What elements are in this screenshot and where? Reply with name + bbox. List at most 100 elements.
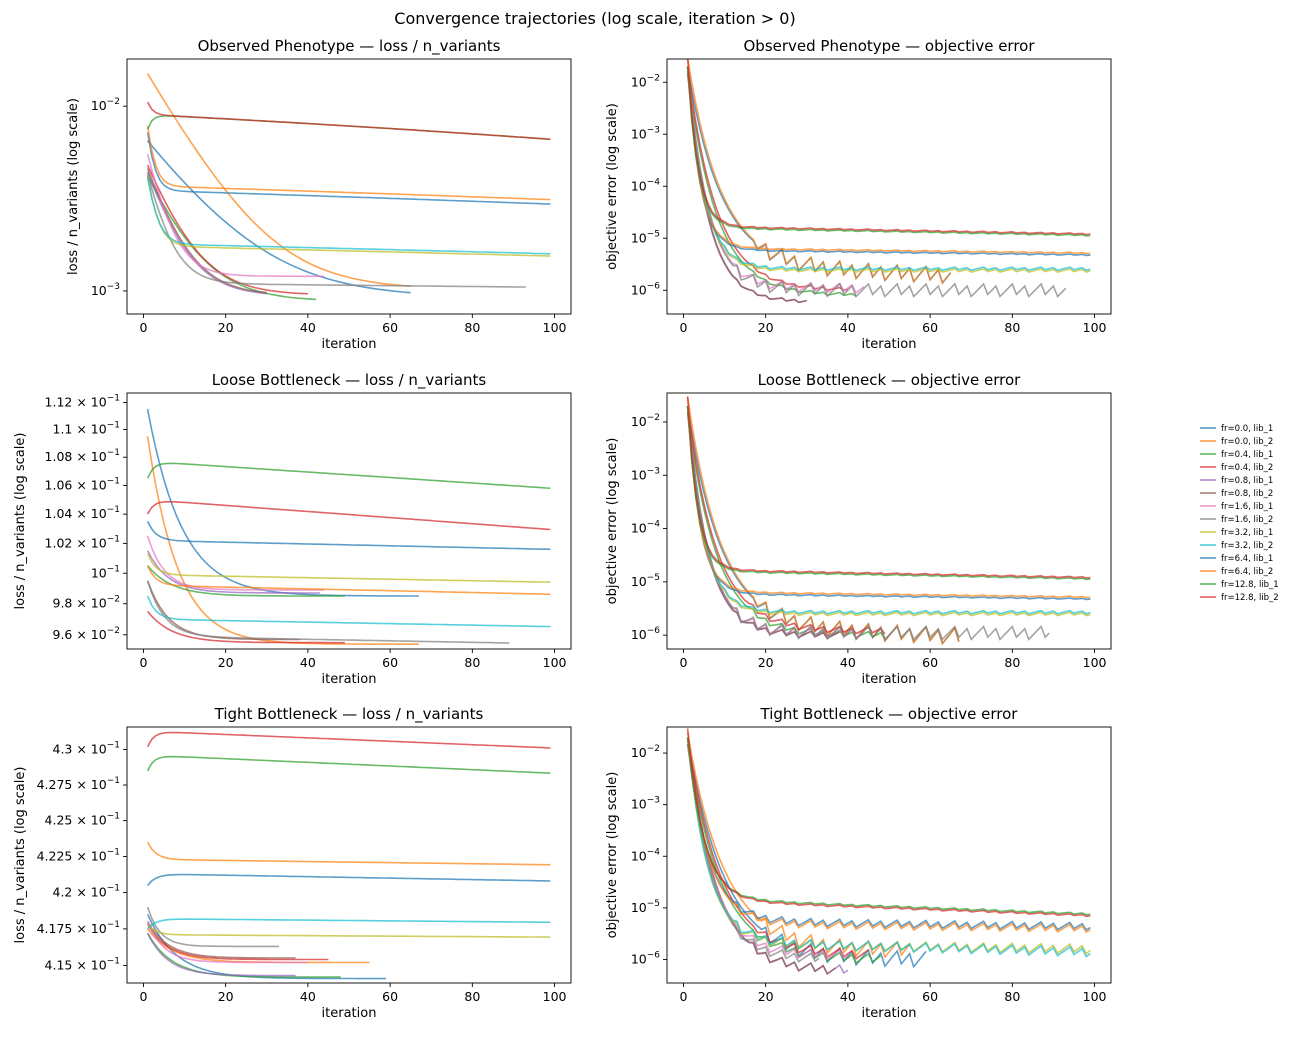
y-tick-label: 4.15 × 10−1	[45, 956, 120, 972]
y-tick-label: 10−2	[91, 97, 120, 113]
series-line-tight-err-13	[686, 728, 1091, 918]
x-tick-label: 100	[1083, 989, 1107, 1004]
series-line-obs-err-13	[686, 59, 1091, 236]
x-axis-label: iteration	[322, 337, 377, 352]
x-tick-label: 0	[679, 989, 687, 1004]
x-tick-label: 60	[922, 320, 938, 335]
series-line-loose-err-7	[686, 405, 1050, 641]
series-line-tight-err-9	[686, 737, 1091, 958]
y-tick-label: 10−1	[91, 564, 120, 580]
x-tick-label: 80	[464, 655, 480, 670]
series-line-loose-loss-4	[146, 550, 321, 594]
y-tick-label: 4.25 × 10−1	[45, 812, 120, 828]
x-tick-label: 40	[840, 655, 856, 670]
chart-panel-obs-loss: 0 20 40 60 80 100 10−3 10−2 Observed Phenotype —…	[66, 37, 572, 352]
chart-panel-tight-err: 0 20 40 60 80 100 10−6 10−5 10−4 10−3 10−2 Tight Bo…	[605, 705, 1112, 1021]
x-tick-label: 80	[1004, 655, 1020, 670]
x-tick-label: 60	[922, 989, 938, 1004]
series-line-tight-loss-11	[146, 841, 551, 866]
series-line-obs-err-8	[686, 66, 1091, 273]
series-line-obs-loss-2	[146, 175, 317, 301]
chart-title: Observed Phenotype — objective error	[743, 37, 1035, 55]
legend-label: fr=6.4, lib_1	[1221, 554, 1273, 564]
series-line-tight-loss-2	[146, 932, 341, 978]
x-axis-label: iteration	[862, 1006, 917, 1021]
legend-label: fr=6.4, lib_2	[1221, 567, 1273, 577]
x-axis-label: iteration	[322, 672, 377, 687]
y-axis-label: objective error (log scale)	[605, 103, 620, 270]
series-line-obs-loss-8	[146, 175, 551, 257]
legend: fr=0.0, lib_1 fr=0.0, lib_2 fr=0.4, lib_1f…	[1200, 424, 1279, 603]
x-tick-label: 40	[300, 320, 316, 335]
series-line-obs-loss-6	[146, 153, 325, 278]
axes-frame	[126, 726, 572, 984]
chart-panel-obs-err: 0 20 40 60 80 100 10−6 10−5 10−4 10−3 10−2 Observed…	[605, 37, 1112, 352]
series-line-loose-loss-7	[146, 580, 510, 644]
y-tick-label: 10−3	[91, 282, 120, 298]
series-line-obs-err-12	[686, 66, 1091, 237]
series-line-loose-err-12	[686, 405, 1091, 581]
y-tick-label: 1.02 × 10−1	[45, 534, 120, 550]
x-tick-label: 100	[543, 655, 567, 670]
series-line-tight-loss-8	[147, 923, 551, 938]
series-line-obs-err-9	[686, 66, 1091, 272]
y-axis-label: loss / n_variants (log scale)	[13, 433, 28, 610]
x-tick-label: 20	[218, 989, 234, 1004]
x-tick-label: 20	[758, 655, 774, 670]
x-tick-label: 80	[1004, 989, 1020, 1004]
x-tick-label: 20	[218, 320, 234, 335]
series-line-tight-err-10	[686, 737, 1091, 932]
series-line-tight-err-12	[686, 737, 1091, 916]
legend-label: fr=0.4, lib_2	[1221, 463, 1273, 473]
series-line-tight-loss-4	[146, 932, 296, 977]
series-line-loose-loss-2	[147, 565, 345, 597]
x-tick-label: 0	[679, 320, 687, 335]
legend-label: fr=0.0, lib_1	[1221, 424, 1273, 434]
series-line-loose-loss-10	[146, 521, 551, 551]
series-line-obs-loss-10	[146, 132, 551, 205]
x-tick-label: 60	[382, 655, 398, 670]
series-line-tight-loss-13	[146, 731, 551, 749]
y-tick-label: 10−5	[631, 899, 660, 915]
legend-label: fr=1.6, lib_2	[1221, 515, 1273, 525]
figure-suptitle: Convergence trajectories (log scale, ite…	[394, 9, 795, 28]
legend-label: fr=0.8, lib_2	[1221, 489, 1273, 499]
y-tick-label: 4.175 × 10−1	[37, 920, 120, 936]
series-line-loose-loss-13	[146, 500, 551, 531]
y-tick-label: 9.6 × 10−2	[53, 626, 121, 642]
y-tick-label: 10−3	[631, 796, 660, 812]
x-tick-label: 0	[139, 989, 147, 1004]
y-tick-label: 1.06 × 10−1	[45, 476, 120, 492]
series-line-obs-err-11	[686, 66, 1091, 255]
legend-label: fr=0.8, lib_1	[1221, 476, 1273, 486]
legend-label: fr=1.6, lib_1	[1221, 502, 1273, 512]
x-axis-label: iteration	[322, 1006, 377, 1021]
chart-panel-loose-loss: 0 20 40 60 80 100 9.6 × 10−2 9.8 × 10−2 10−1 1.02…	[13, 371, 572, 687]
y-tick-label: 10−2	[631, 744, 660, 760]
y-axis-label: objective error (log scale)	[605, 438, 620, 605]
y-tick-label: 4.3 × 10−1	[53, 741, 121, 757]
axes-frame	[126, 58, 572, 315]
x-tick-label: 0	[679, 655, 687, 670]
series-line-tight-err-7	[686, 737, 820, 963]
series-line-obs-loss-7	[146, 173, 526, 288]
series-line-tight-err-5	[686, 737, 837, 975]
x-tick-label: 80	[464, 320, 480, 335]
x-tick-label: 60	[922, 655, 938, 670]
series-line-obs-err-10	[686, 66, 1091, 257]
series-line-loose-err-9	[686, 405, 1091, 615]
x-tick-label: 40	[840, 989, 856, 1004]
y-tick-label: 10−6	[631, 950, 660, 966]
series-line-loose-loss-9	[146, 595, 551, 628]
series-line-loose-loss-3	[146, 610, 345, 644]
x-tick-label: 0	[139, 320, 147, 335]
series-line-tight-err-6	[686, 737, 849, 961]
x-tick-label: 60	[382, 989, 398, 1004]
series-line-obs-loss-9	[146, 177, 551, 255]
x-tick-label: 20	[218, 655, 234, 670]
series-line-loose-err-10	[686, 405, 1091, 601]
x-tick-label: 20	[758, 989, 774, 1004]
series-line-loose-loss-11	[146, 565, 551, 596]
y-axis-label: loss / n_variants (log scale)	[66, 98, 81, 275]
y-tick-label: 10−3	[631, 466, 660, 482]
